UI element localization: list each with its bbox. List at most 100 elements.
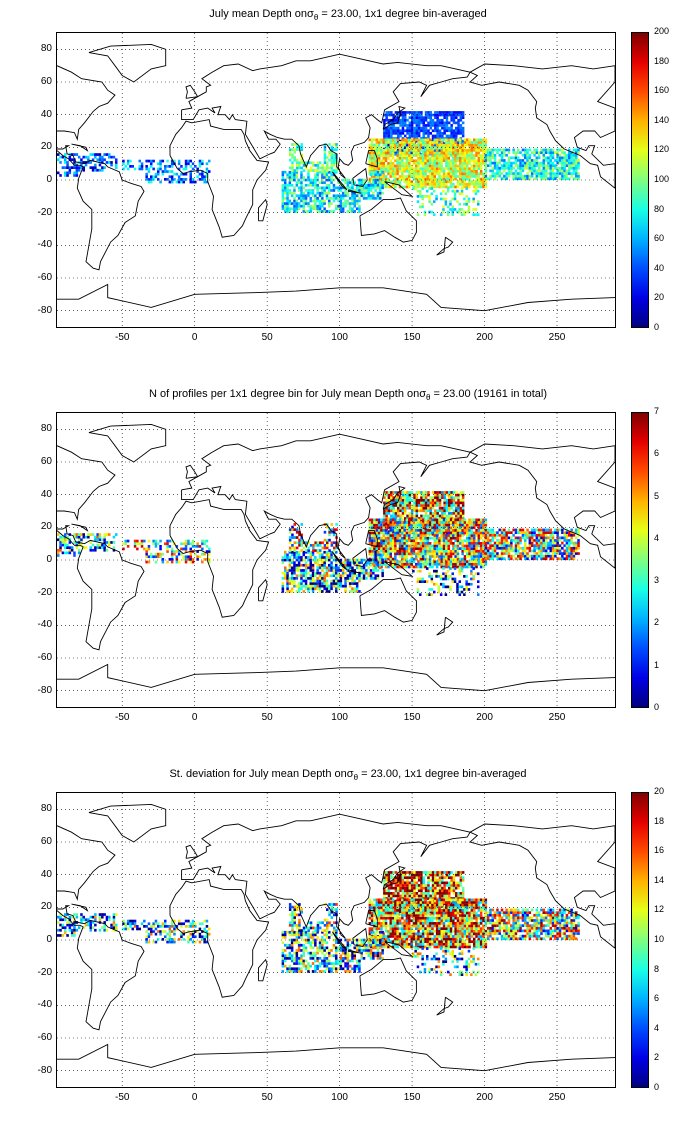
data-bin (549, 148, 552, 152)
data-bin (348, 186, 352, 190)
data-bin (374, 197, 377, 200)
data-bin (442, 210, 445, 214)
data-bin (408, 529, 411, 532)
data-bin (382, 547, 385, 550)
data-bin (304, 574, 308, 578)
data-bin (284, 550, 287, 554)
data-bin (460, 208, 464, 211)
data-bin (459, 493, 463, 497)
data-bin (433, 146, 436, 150)
data-bin (384, 547, 388, 550)
data-bin (405, 151, 409, 155)
data-bin (542, 161, 545, 165)
data-bin (452, 182, 455, 186)
data-bin (368, 531, 372, 535)
data-bin (556, 541, 559, 545)
data-bin (403, 529, 406, 532)
data-bin (561, 554, 564, 558)
data-bin (565, 172, 569, 175)
data-bin (512, 528, 515, 532)
data-bin (412, 167, 416, 170)
data-bin (424, 527, 428, 531)
data-bin (570, 536, 573, 540)
data-bin (500, 557, 504, 561)
data-bin (444, 197, 448, 201)
data-bin (346, 194, 350, 198)
data-bin (431, 504, 435, 507)
data-bin (561, 531, 564, 534)
data-bin (554, 546, 557, 550)
data-bin (461, 175, 464, 178)
data-bin (435, 151, 439, 155)
data-bin (524, 161, 527, 165)
data-bin (410, 529, 413, 532)
data-bin (344, 584, 347, 588)
data-bin (295, 161, 299, 165)
data-bin (517, 151, 520, 154)
data-bin (577, 164, 580, 167)
data-bin (452, 156, 455, 160)
data-bin (333, 161, 336, 165)
data-bin (405, 154, 409, 157)
data-bin (427, 493, 430, 497)
data-bin (435, 523, 439, 527)
data-bin (507, 151, 511, 154)
data-bin (316, 566, 319, 570)
data-bin (374, 181, 377, 184)
data-bin (500, 528, 504, 532)
data-bin (286, 183, 289, 187)
data-bin (454, 549, 457, 553)
data-bin (565, 153, 569, 157)
data-bin (405, 536, 409, 540)
data-bin (309, 207, 312, 211)
data-bin (358, 178, 361, 182)
data-bin (394, 514, 398, 518)
data-bin (408, 514, 412, 518)
data-bin (442, 552, 446, 556)
data-bin (346, 191, 350, 195)
data-bin (304, 210, 308, 213)
data-bin (80, 163, 83, 167)
data-bin (477, 149, 481, 152)
data-bin (468, 544, 471, 548)
data-bin (353, 191, 356, 195)
data-bin (373, 156, 376, 160)
data-bin (297, 204, 301, 208)
data-bin (463, 555, 467, 558)
data-bin (521, 549, 525, 553)
data-bin (398, 523, 402, 527)
data-bin (498, 159, 501, 162)
data-bin (519, 166, 522, 170)
data-bin (461, 151, 464, 155)
data-bin (64, 171, 67, 175)
data-bin (484, 182, 488, 186)
data-bin (500, 166, 504, 170)
data-bin (460, 192, 464, 196)
data-bin (558, 156, 562, 160)
data-bin (66, 161, 69, 164)
data-bin (415, 521, 418, 524)
data-bin (500, 172, 504, 175)
data-bin (372, 571, 375, 575)
data-bin (498, 166, 501, 170)
data-bin (498, 161, 501, 165)
data-bin (455, 132, 458, 135)
data-bin (421, 167, 425, 170)
data-bin (565, 541, 569, 545)
data-bin (290, 173, 294, 177)
data-bin (410, 129, 414, 133)
data-bin (412, 177, 416, 181)
data-bin (456, 521, 460, 524)
data-bin (435, 531, 439, 535)
data-bin (147, 159, 151, 163)
data-bin (335, 590, 338, 593)
data-bin (325, 197, 329, 200)
data-bin (147, 170, 151, 173)
data-bin (445, 129, 449, 133)
data-bin (384, 143, 388, 147)
data-bin (405, 164, 409, 168)
data-bin (284, 197, 287, 200)
data-bin (466, 151, 469, 155)
data-bin (503, 164, 506, 167)
data-bin (484, 156, 488, 160)
